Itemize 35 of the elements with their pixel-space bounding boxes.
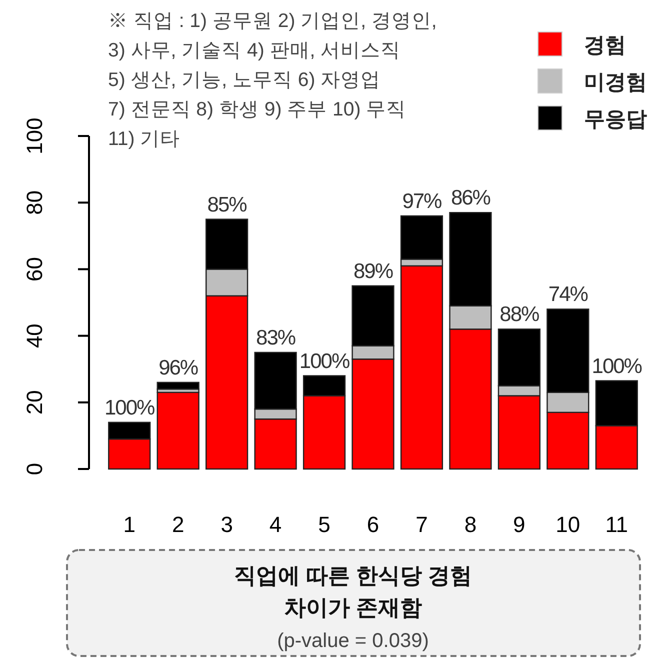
annotation: 85% xyxy=(207,193,247,216)
x-tick-label: 3 xyxy=(220,512,233,537)
x-tick-label: 4 xyxy=(269,512,282,537)
annotation: 100% xyxy=(299,350,350,373)
x-tick-label: 9 xyxy=(513,512,526,537)
x-tick-label: 11 xyxy=(605,512,628,537)
legend-label: 무응답 xyxy=(584,108,647,131)
x-tick-label: 1 xyxy=(123,512,136,537)
text: 직업에 따른 한식당 경험 차이가 존재함 (p-value = 0.039) xyxy=(234,563,472,652)
annotation: 100% xyxy=(592,354,642,378)
x-tick-label: 6 xyxy=(366,512,380,537)
legend-label: 미경험 xyxy=(584,71,647,94)
annotation: 86% xyxy=(450,186,490,210)
annotation: ※ 직업 : 1) 공무원 2) 기업인, 경영인, 3) 사무, 기술직 4) 판매, 서비스직 5) 생산, 기능, 노무직 6) 자영업 7) 전문직 8) 학생 9) 주부 10) 무직 11) 기타 xyxy=(108,10,437,150)
x-tick-label: 2 xyxy=(172,512,184,537)
annotation: 100% xyxy=(104,396,155,420)
bar xyxy=(156,382,200,390)
y-tick-label: 60 xyxy=(22,256,47,282)
y-tick-label: 100 xyxy=(22,118,47,154)
x-tick-label: 8 xyxy=(464,512,477,537)
annotation: 96% xyxy=(158,356,198,380)
annotation: 83% xyxy=(256,326,296,350)
annotation: 89% xyxy=(353,260,393,283)
x-tick-label: 7 xyxy=(416,512,428,537)
y-tick-label: 80 xyxy=(22,190,47,215)
legend-label: 경험 xyxy=(584,34,626,57)
bar xyxy=(156,392,200,470)
annotation: 74% xyxy=(548,283,588,306)
annotation: 88% xyxy=(500,303,540,326)
x-tick-label: 5 xyxy=(318,512,330,537)
y-tick-label: 40 xyxy=(22,324,47,348)
y-tick-label: 20 xyxy=(22,390,47,415)
y-tick-label: 0 xyxy=(22,462,47,476)
annotation: 97% xyxy=(402,190,442,213)
x-tick-label: 10 xyxy=(556,512,580,537)
